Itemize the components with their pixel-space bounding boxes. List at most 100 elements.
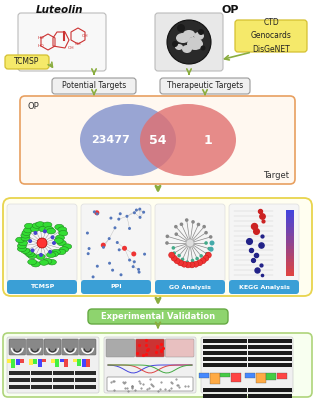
- Ellipse shape: [80, 104, 176, 176]
- Circle shape: [125, 215, 129, 218]
- Bar: [7, 359, 11, 362]
- Circle shape: [191, 220, 195, 224]
- Bar: [231, 373, 240, 382]
- Bar: [248, 339, 292, 343]
- Circle shape: [207, 247, 211, 250]
- Bar: [86, 359, 90, 367]
- Bar: [248, 351, 292, 355]
- Ellipse shape: [31, 262, 40, 267]
- FancyBboxPatch shape: [3, 198, 312, 296]
- Bar: [286, 230, 294, 233]
- Ellipse shape: [63, 244, 72, 249]
- Ellipse shape: [57, 249, 66, 255]
- FancyBboxPatch shape: [229, 204, 299, 282]
- Bar: [75, 385, 96, 389]
- Bar: [75, 371, 96, 375]
- Text: Potential Targets: Potential Targets: [62, 82, 126, 90]
- Circle shape: [197, 260, 203, 266]
- Ellipse shape: [140, 104, 236, 176]
- Circle shape: [122, 246, 127, 251]
- Circle shape: [177, 254, 181, 258]
- Ellipse shape: [43, 222, 52, 228]
- Ellipse shape: [21, 236, 30, 241]
- Circle shape: [113, 226, 117, 229]
- Circle shape: [177, 260, 183, 266]
- Ellipse shape: [26, 251, 34, 257]
- FancyBboxPatch shape: [5, 55, 49, 69]
- Bar: [286, 226, 294, 230]
- Circle shape: [199, 254, 203, 258]
- Text: 23477: 23477: [91, 135, 129, 145]
- Ellipse shape: [176, 33, 190, 43]
- FancyBboxPatch shape: [18, 13, 106, 71]
- FancyBboxPatch shape: [26, 339, 43, 355]
- Ellipse shape: [45, 226, 54, 232]
- Text: PPI: PPI: [110, 284, 122, 290]
- Circle shape: [88, 247, 91, 250]
- Bar: [286, 256, 294, 260]
- Ellipse shape: [183, 30, 195, 38]
- FancyBboxPatch shape: [201, 337, 293, 393]
- Bar: [286, 217, 294, 220]
- Bar: [82, 359, 86, 367]
- Text: TCMSP: TCMSP: [14, 58, 40, 66]
- Circle shape: [185, 262, 191, 268]
- Circle shape: [181, 261, 187, 267]
- Bar: [248, 363, 292, 367]
- Circle shape: [39, 253, 43, 257]
- Bar: [248, 357, 292, 361]
- Ellipse shape: [182, 45, 192, 53]
- Circle shape: [43, 229, 47, 233]
- Ellipse shape: [22, 230, 31, 236]
- Circle shape: [116, 241, 119, 244]
- Bar: [11, 359, 15, 368]
- Ellipse shape: [16, 237, 25, 243]
- Ellipse shape: [21, 248, 30, 254]
- Bar: [286, 233, 294, 237]
- Circle shape: [133, 211, 136, 214]
- Text: 54: 54: [149, 134, 167, 146]
- Bar: [9, 371, 30, 375]
- Circle shape: [202, 225, 206, 228]
- Circle shape: [117, 218, 120, 221]
- Ellipse shape: [36, 222, 45, 227]
- Circle shape: [205, 252, 211, 258]
- Bar: [53, 378, 74, 382]
- Ellipse shape: [23, 250, 32, 255]
- Text: 1: 1: [203, 134, 212, 146]
- FancyBboxPatch shape: [155, 204, 225, 282]
- Bar: [53, 371, 74, 375]
- Circle shape: [31, 248, 35, 252]
- FancyBboxPatch shape: [107, 377, 193, 391]
- Ellipse shape: [59, 230, 68, 236]
- Circle shape: [174, 225, 178, 228]
- Circle shape: [177, 24, 185, 32]
- Ellipse shape: [58, 227, 67, 232]
- Bar: [77, 359, 82, 366]
- Bar: [20, 359, 24, 364]
- Bar: [42, 359, 46, 362]
- Bar: [203, 394, 247, 398]
- Circle shape: [185, 218, 188, 222]
- Bar: [31, 378, 52, 382]
- Circle shape: [101, 243, 106, 248]
- Bar: [286, 272, 294, 276]
- Ellipse shape: [187, 38, 203, 50]
- Circle shape: [203, 255, 209, 261]
- Bar: [266, 373, 276, 380]
- Ellipse shape: [175, 44, 183, 50]
- Circle shape: [139, 216, 141, 219]
- Circle shape: [118, 248, 121, 251]
- Text: Therapeutic Targets: Therapeutic Targets: [167, 82, 243, 90]
- Circle shape: [138, 271, 140, 274]
- Ellipse shape: [43, 258, 52, 264]
- Ellipse shape: [60, 247, 69, 252]
- Text: OH: OH: [68, 46, 74, 50]
- Circle shape: [184, 262, 189, 267]
- Circle shape: [172, 41, 178, 47]
- Ellipse shape: [19, 240, 28, 246]
- Bar: [60, 359, 64, 362]
- Circle shape: [128, 258, 131, 262]
- Text: CTD
Genocards
DisGeNET: CTD Genocards DisGeNET: [250, 18, 291, 54]
- Bar: [199, 373, 209, 378]
